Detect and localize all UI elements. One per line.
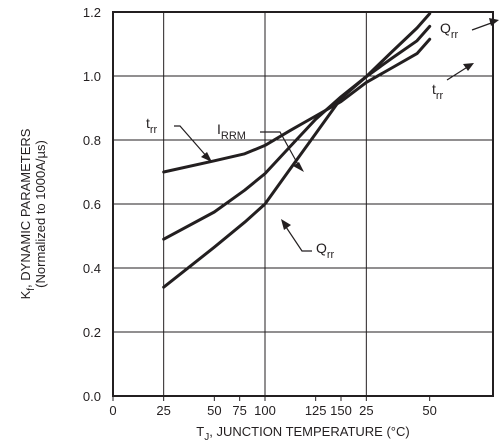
x-tick-label: 50 [207,403,221,418]
series-line-irrm [162,24,432,241]
arrowhead-qrr-top [489,18,499,26]
annotation-irrm: IRRM [217,121,246,142]
x-tick-labels: 0 25 50 75 100 125 150 25 50 [109,403,437,418]
annotation-leaders [174,21,495,252]
series-line-qrr [162,12,432,289]
series-line-trr [162,37,432,174]
arrowhead-irrm [293,162,304,172]
y-tick-labels: 0.0 0.2 0.4 0.6 0.8 1.0 1.2 [83,5,101,404]
y-axis-title-line1: Kf, DYNAMIC PARAMETERS [18,128,37,299]
y-tick-label: 0.2 [83,325,101,340]
y-tick-label: 1.2 [83,5,101,20]
x-tick-label: 100 [254,403,276,418]
arrowhead-trr-right [463,63,474,71]
annotation-trr-left: trr [146,115,158,136]
annotation-qrr-top: Qrr [440,20,459,41]
annotation-qrr-bottom: Qrr [316,240,335,261]
y-tick-label: 0.8 [83,133,101,148]
x-tick-label: 50 [422,403,436,418]
annotation-trr-right: trr [432,81,444,102]
leader-trr-left [174,125,209,159]
x-tick-label: 0 [109,403,116,418]
y-tick-label: 0.0 [83,389,101,404]
leader-trr-right [446,65,470,81]
x-tick-label: 150 [330,403,352,418]
x-tick-label: 25 [359,403,373,418]
x-tick-label: 25 [156,403,170,418]
y-tick-label: 0.4 [83,261,101,276]
y-axis-title-line2: (Normalized to 1000A/µs) [33,140,48,288]
arrowhead-trr-left [201,152,212,162]
annotation-arrowheads [201,18,499,230]
y-tick-label: 0.6 [83,197,101,212]
x-axis-title: TJ, JUNCTION TEMPERATURE (°C) [196,424,409,442]
y-tick-label: 1.0 [83,69,101,84]
leader-irrm [260,131,301,169]
arrowhead-qrr-bottom [281,219,291,230]
series-group [162,12,432,289]
y-axis-title: Kf, DYNAMIC PARAMETERS (Normalized to 10… [18,128,48,299]
leader-qrr-bottom [283,223,312,252]
x-tick-label: 125 [305,403,327,418]
x-tick-label: 75 [232,403,246,418]
plot-frame [112,11,494,397]
grid [112,11,493,401]
